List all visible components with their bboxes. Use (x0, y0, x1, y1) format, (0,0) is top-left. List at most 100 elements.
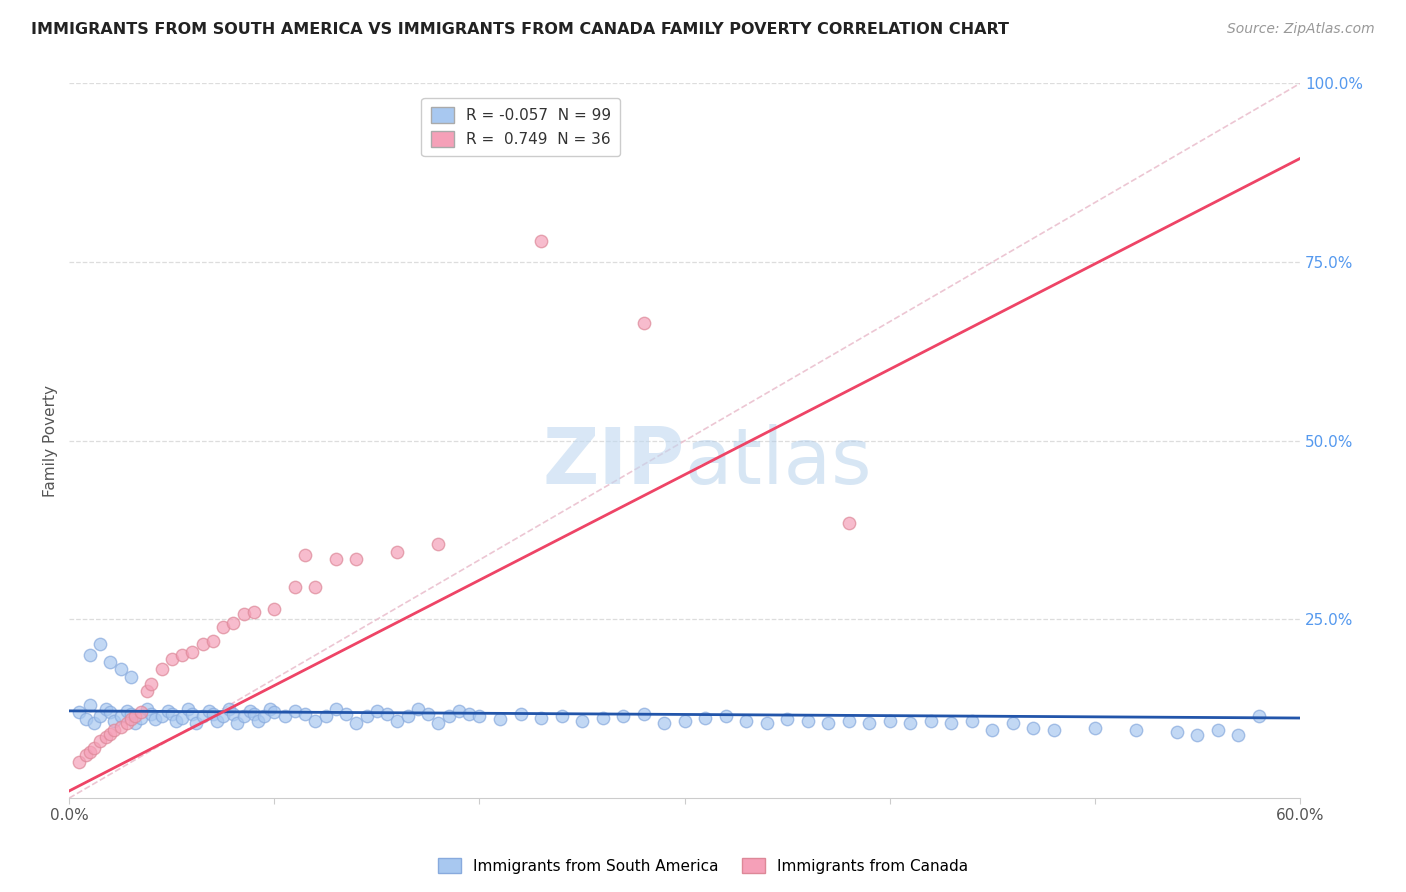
Point (530, 234, 553, 248)
Point (427, 537, 450, 551)
Point (124, 709, 146, 723)
Point (898, 716, 921, 731)
Point (838, 516, 860, 530)
Point (273, 709, 295, 723)
Point (981, 723, 1004, 738)
Point (325, 551, 347, 566)
Point (858, 716, 880, 731)
Point (232, 607, 254, 621)
Point (160, 651, 183, 665)
Point (1227, 728, 1250, 742)
Point (1206, 723, 1229, 738)
Point (838, 714, 860, 728)
Point (796, 714, 818, 728)
Point (396, 709, 419, 723)
Legend: Immigrants from South America, Immigrants from Canada: Immigrants from South America, Immigrant… (432, 852, 974, 880)
Point (205, 714, 228, 728)
Point (170, 648, 193, 662)
Point (239, 704, 262, 718)
Point (1166, 725, 1188, 739)
Point (1084, 721, 1107, 735)
Point (201, 706, 224, 721)
Point (110, 662, 132, 676)
Point (212, 619, 235, 633)
Point (226, 716, 249, 731)
Point (458, 706, 481, 721)
Point (120, 706, 142, 721)
Point (110, 720, 132, 734)
Point (136, 702, 159, 716)
Point (427, 716, 450, 731)
Point (776, 713, 799, 727)
Point (110, 709, 132, 723)
Legend: R = -0.057  N = 99, R =  0.749  N = 36: R = -0.057 N = 99, R = 0.749 N = 36 (422, 98, 620, 156)
Point (96, 702, 118, 716)
Point (103, 714, 125, 728)
Point (150, 709, 173, 723)
Point (612, 709, 634, 723)
Point (79, 698, 101, 713)
Point (695, 711, 717, 725)
Point (103, 723, 125, 738)
Point (418, 706, 440, 721)
Point (141, 706, 163, 721)
Point (177, 702, 200, 716)
Point (1022, 721, 1045, 735)
Point (165, 714, 187, 728)
Point (129, 706, 152, 720)
Point (406, 702, 429, 716)
Point (156, 704, 179, 718)
Point (325, 702, 347, 716)
Point (218, 702, 240, 716)
Point (735, 714, 758, 728)
Point (191, 709, 214, 723)
Point (69, 756, 91, 770)
Point (120, 713, 142, 727)
Point (1187, 728, 1209, 742)
Point (246, 714, 269, 728)
Point (141, 677, 163, 691)
Point (129, 711, 152, 725)
Point (315, 709, 337, 723)
Point (243, 605, 266, 619)
Point (652, 716, 675, 731)
Point (571, 714, 593, 728)
Point (1043, 723, 1066, 738)
Y-axis label: Family Poverty: Family Poverty (44, 384, 58, 497)
Point (633, 316, 655, 330)
Point (253, 709, 276, 723)
Point (96, 731, 118, 745)
Point (817, 716, 839, 731)
Point (115, 704, 138, 718)
Point (550, 709, 572, 723)
Point (181, 706, 204, 721)
Point (437, 709, 460, 723)
Point (714, 709, 737, 723)
Point (284, 704, 307, 718)
Point (186, 716, 208, 731)
Point (136, 684, 159, 698)
Point (120, 669, 142, 683)
Point (124, 716, 146, 731)
Point (304, 714, 326, 728)
Point (191, 637, 214, 651)
Point (304, 580, 326, 594)
Point (98, 655, 121, 669)
Point (263, 601, 285, 615)
Point (1247, 709, 1270, 723)
Point (335, 706, 357, 721)
Point (294, 548, 316, 562)
Point (356, 709, 378, 723)
Point (344, 716, 367, 731)
Point (145, 713, 167, 727)
Point (263, 706, 285, 720)
Point (387, 544, 409, 558)
Point (259, 702, 281, 716)
Point (447, 704, 470, 718)
Point (75, 713, 97, 727)
Point (1001, 716, 1024, 731)
Text: atlas: atlas (685, 425, 872, 500)
Point (633, 706, 655, 721)
Point (375, 706, 398, 721)
Point (222, 706, 245, 721)
